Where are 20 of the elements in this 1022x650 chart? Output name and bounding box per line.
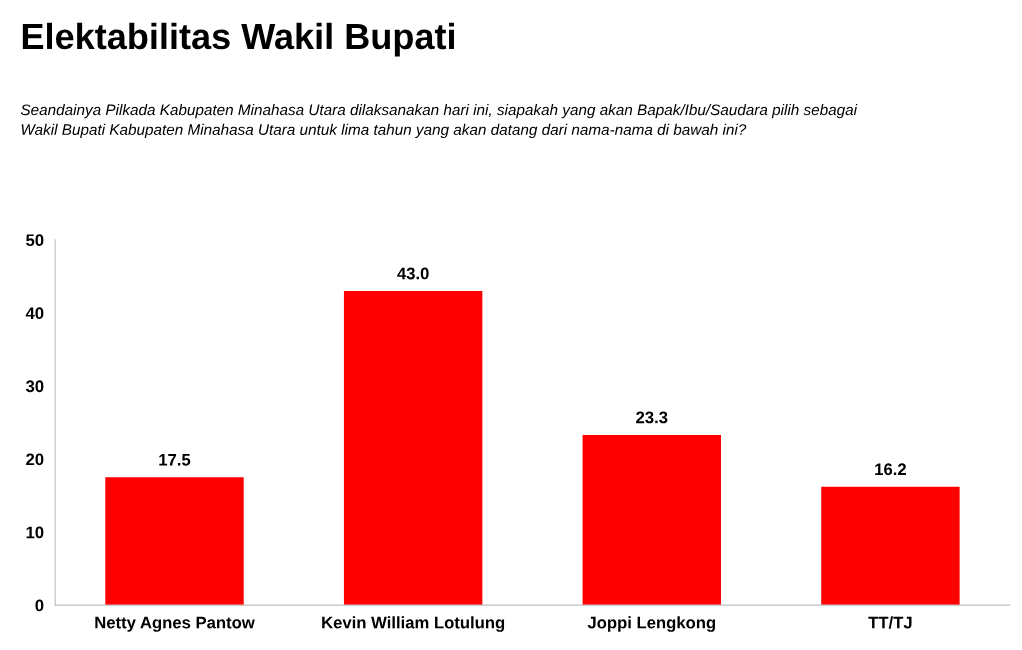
x-tick-label: Netty Agnes Pantow xyxy=(95,616,255,632)
bar xyxy=(582,434,721,606)
x-tick-label: Joppi Lengkong xyxy=(587,616,716,632)
y-tick-label: 40 xyxy=(25,307,44,320)
chart-title: Elektabilitas Wakil Bupati xyxy=(22,22,454,57)
y-tick-label: 30 xyxy=(25,380,44,393)
data-label: 16.2 xyxy=(875,463,906,476)
data-label: 23.3 xyxy=(636,411,668,424)
y-tick-label: 20 xyxy=(26,453,44,466)
x-tick-label: Kevin William Lotulung xyxy=(322,616,505,632)
bar xyxy=(343,290,483,606)
data-label: 43.0 xyxy=(397,267,429,280)
bar xyxy=(821,486,960,606)
y-tick-label: 50 xyxy=(26,234,44,247)
y-tick-label: 10 xyxy=(26,526,44,539)
bar xyxy=(105,477,244,606)
y-tick-label: 0 xyxy=(35,599,44,612)
chart-subtitle: Seandainya Pilkada Kabupaten Minahasa Utara dilaksanakan hari ini, siapakah yang akan Bapak/Ibu/Saudara pilih sebagai Wakil Bupati Kabupaten Minahasa Utara untuk lima tahun yang akan datang dari nama-nama di bawah ini? xyxy=(20,104,858,139)
x-tick-label: TT/TJ xyxy=(868,616,912,629)
data-label: 17.5 xyxy=(159,454,191,466)
